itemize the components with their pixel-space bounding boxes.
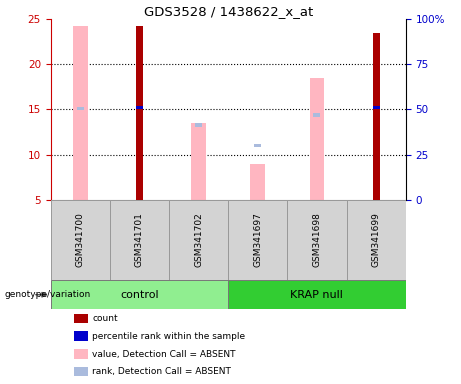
- Bar: [195, 123, 202, 127]
- Bar: [228, 200, 287, 280]
- Bar: [77, 107, 84, 110]
- Text: GSM341699: GSM341699: [372, 213, 381, 267]
- Text: GSM341697: GSM341697: [253, 213, 262, 267]
- Text: KRAP null: KRAP null: [290, 290, 343, 300]
- Bar: [309, 78, 325, 200]
- Text: value, Detection Call = ABSENT: value, Detection Call = ABSENT: [92, 349, 236, 359]
- Text: GSM341701: GSM341701: [135, 213, 144, 267]
- Bar: [250, 164, 265, 200]
- Bar: [228, 280, 406, 309]
- Bar: [73, 26, 88, 200]
- Text: GSM341702: GSM341702: [194, 213, 203, 267]
- Bar: [254, 144, 261, 147]
- Bar: [51, 200, 110, 280]
- Title: GDS3528 / 1438622_x_at: GDS3528 / 1438622_x_at: [143, 5, 313, 18]
- Text: control: control: [120, 290, 159, 300]
- Bar: [372, 106, 380, 109]
- Bar: [110, 200, 169, 280]
- Bar: [136, 26, 143, 200]
- Bar: [51, 280, 228, 309]
- Text: GSM341698: GSM341698: [313, 213, 321, 267]
- Text: rank, Detection Call = ABSENT: rank, Detection Call = ABSENT: [92, 367, 231, 376]
- Bar: [313, 113, 320, 117]
- Bar: [372, 33, 380, 200]
- Text: count: count: [92, 314, 118, 323]
- Text: percentile rank within the sample: percentile rank within the sample: [92, 332, 245, 341]
- Bar: [287, 200, 347, 280]
- Text: GSM341700: GSM341700: [76, 213, 85, 267]
- Bar: [136, 106, 143, 109]
- Text: genotype/variation: genotype/variation: [5, 290, 91, 299]
- Bar: [347, 200, 406, 280]
- Bar: [191, 123, 206, 200]
- Bar: [169, 200, 228, 280]
